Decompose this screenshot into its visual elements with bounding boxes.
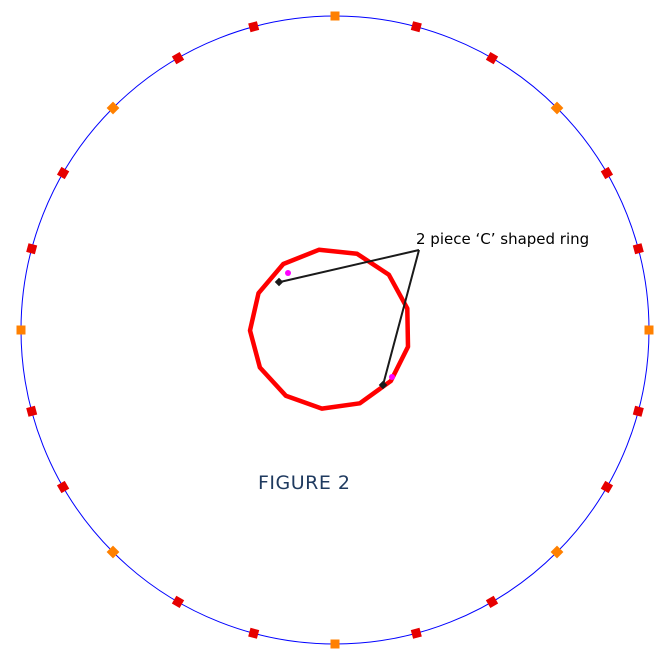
outer-ring-marker-orange xyxy=(644,325,654,335)
outer-ring-marker-red xyxy=(171,51,185,65)
leader-line-lower xyxy=(382,249,420,386)
joint-end-upper xyxy=(274,277,284,287)
outer-ring-marker-red xyxy=(632,405,644,417)
outer-ring-marker-red xyxy=(600,166,614,180)
callout-leader-lines xyxy=(279,249,420,386)
outer-ring-marker-red xyxy=(410,627,422,639)
callout-label: 2 piece ‘C’ shaped ring xyxy=(416,230,589,248)
c-shaped-ring xyxy=(247,247,411,411)
outer-ring-marker-red xyxy=(26,405,38,417)
ring-joint-markers xyxy=(274,270,395,390)
outer-ring-marker-red xyxy=(485,51,499,65)
outer-ring-marker-orange xyxy=(330,639,340,649)
outer-ring-marker-red xyxy=(410,21,422,33)
outer-ring-marker-red xyxy=(485,595,499,609)
outer-ring-marker-red xyxy=(248,21,260,33)
outer-ring-marker-red xyxy=(632,243,644,255)
outer-ring-marker-red xyxy=(171,595,185,609)
figure-title: FIGURE 2 xyxy=(258,472,351,494)
leader-line-upper xyxy=(279,249,420,283)
joint-end-lower xyxy=(378,380,388,390)
outer-ring-marker-red xyxy=(248,627,260,639)
outer-ring-marker-red xyxy=(600,480,614,494)
outer-ring-markers xyxy=(16,11,654,649)
joint-marker-lower xyxy=(389,374,395,380)
outer-ring-marker-orange xyxy=(16,325,26,335)
outer-ring-marker-orange xyxy=(330,11,340,21)
joint-marker-upper xyxy=(285,270,291,276)
outer-ring-marker-red xyxy=(26,243,38,255)
outer-ring-marker-red xyxy=(56,480,70,494)
outer-ring-marker-red xyxy=(56,166,70,180)
